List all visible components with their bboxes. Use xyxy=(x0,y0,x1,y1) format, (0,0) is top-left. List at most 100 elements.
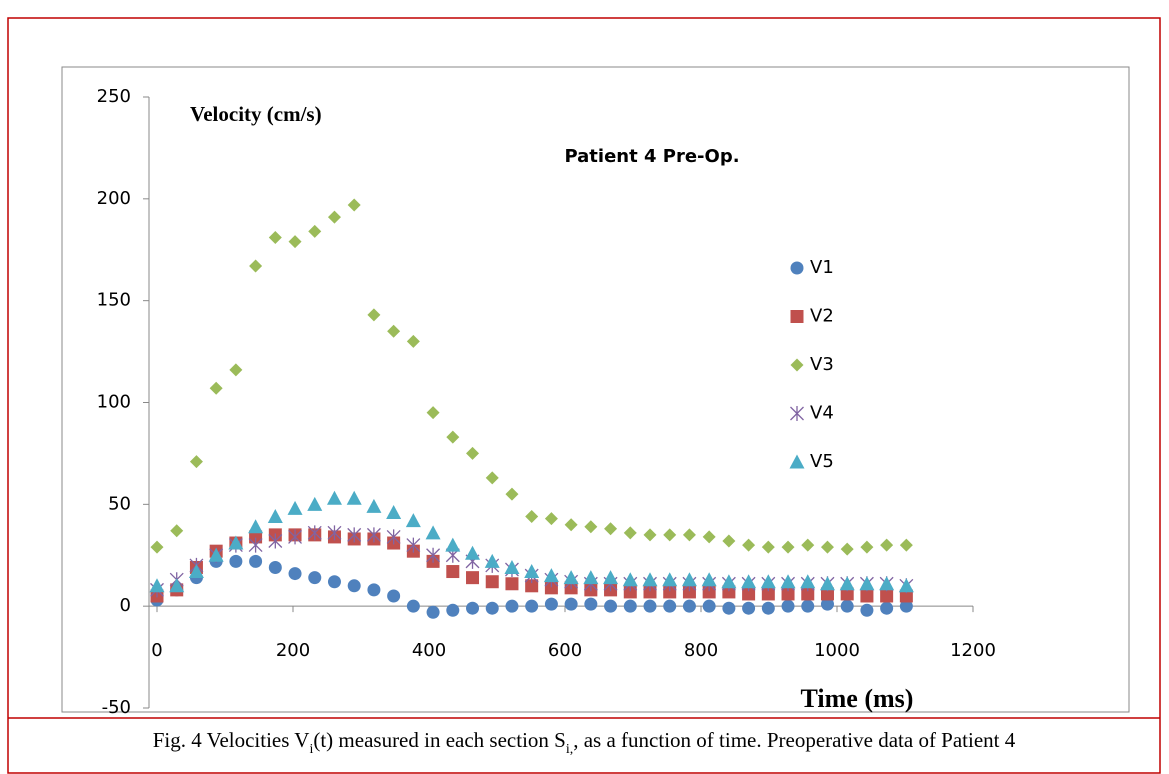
point xyxy=(820,540,834,554)
point xyxy=(682,585,696,599)
point xyxy=(722,601,736,615)
point xyxy=(347,527,362,543)
point xyxy=(899,599,913,613)
point xyxy=(525,579,539,593)
figure-frame xyxy=(7,17,1161,774)
point xyxy=(347,198,361,212)
point xyxy=(308,571,322,585)
point xyxy=(742,538,756,552)
point xyxy=(426,605,440,619)
point xyxy=(406,599,420,613)
point xyxy=(485,575,499,589)
point xyxy=(544,512,558,526)
point xyxy=(485,471,499,485)
point xyxy=(406,334,420,348)
x-tick-label: 800 xyxy=(684,640,718,661)
point xyxy=(189,455,203,469)
point xyxy=(879,576,895,591)
x-tick-label: 1200 xyxy=(950,640,996,661)
x-tick-label: 1000 xyxy=(814,640,860,661)
point xyxy=(484,553,500,568)
point xyxy=(584,520,598,534)
point xyxy=(563,570,579,585)
point xyxy=(169,578,185,593)
point xyxy=(860,603,874,617)
point xyxy=(347,579,361,593)
point xyxy=(742,587,756,601)
point xyxy=(425,525,441,540)
point xyxy=(663,528,677,542)
point xyxy=(761,601,775,615)
point xyxy=(248,519,264,534)
point xyxy=(446,565,460,579)
point xyxy=(229,554,243,568)
point xyxy=(642,572,658,587)
legend-label: V4 xyxy=(810,403,834,424)
legend-label: V1 xyxy=(810,257,834,278)
point xyxy=(839,576,855,591)
point xyxy=(267,509,283,524)
point xyxy=(860,589,874,603)
point xyxy=(249,554,263,568)
point xyxy=(781,540,795,554)
y-tick-label: 50 xyxy=(108,493,131,514)
point xyxy=(170,524,184,538)
point xyxy=(209,381,223,395)
point xyxy=(249,530,263,544)
point xyxy=(465,545,481,560)
point xyxy=(702,585,716,599)
point xyxy=(820,597,834,611)
x-tick-label: 400 xyxy=(412,640,446,661)
point xyxy=(466,601,480,615)
point xyxy=(702,599,716,613)
point xyxy=(308,224,322,238)
point xyxy=(820,587,834,601)
x-tick-label: 0 xyxy=(151,640,162,661)
chart-title: Patient 4 Pre-Op. xyxy=(564,146,739,167)
y-tick-label: -50 xyxy=(102,697,131,718)
point xyxy=(702,530,716,544)
point xyxy=(249,259,263,273)
point xyxy=(445,537,461,552)
point xyxy=(366,498,382,513)
point xyxy=(525,599,539,613)
point xyxy=(880,589,894,603)
point xyxy=(682,599,696,613)
point xyxy=(663,599,677,613)
point xyxy=(643,599,657,613)
point xyxy=(682,528,696,542)
point xyxy=(681,572,697,587)
point xyxy=(801,587,815,601)
point xyxy=(643,528,657,542)
point xyxy=(789,454,805,469)
point xyxy=(150,540,164,554)
point xyxy=(543,568,559,583)
point xyxy=(485,601,499,615)
point xyxy=(307,525,322,541)
chart-frame xyxy=(61,66,1130,713)
point xyxy=(544,597,558,611)
point xyxy=(603,570,619,585)
y-tick-label: 150 xyxy=(97,290,131,311)
point xyxy=(188,564,204,579)
x-tick-label: 600 xyxy=(548,640,582,661)
point xyxy=(229,363,243,377)
point xyxy=(790,261,804,275)
point xyxy=(781,587,795,601)
point xyxy=(386,504,402,519)
point xyxy=(643,585,657,599)
point xyxy=(228,535,244,550)
point xyxy=(426,406,440,420)
point xyxy=(288,567,302,581)
y-tick-label: 0 xyxy=(120,595,131,616)
point xyxy=(701,572,717,587)
point xyxy=(761,540,775,554)
point xyxy=(859,576,875,591)
point xyxy=(604,522,618,536)
point xyxy=(288,235,302,249)
point xyxy=(564,518,578,532)
point xyxy=(505,487,519,501)
caption-part: i, xyxy=(566,742,573,757)
point xyxy=(604,599,618,613)
